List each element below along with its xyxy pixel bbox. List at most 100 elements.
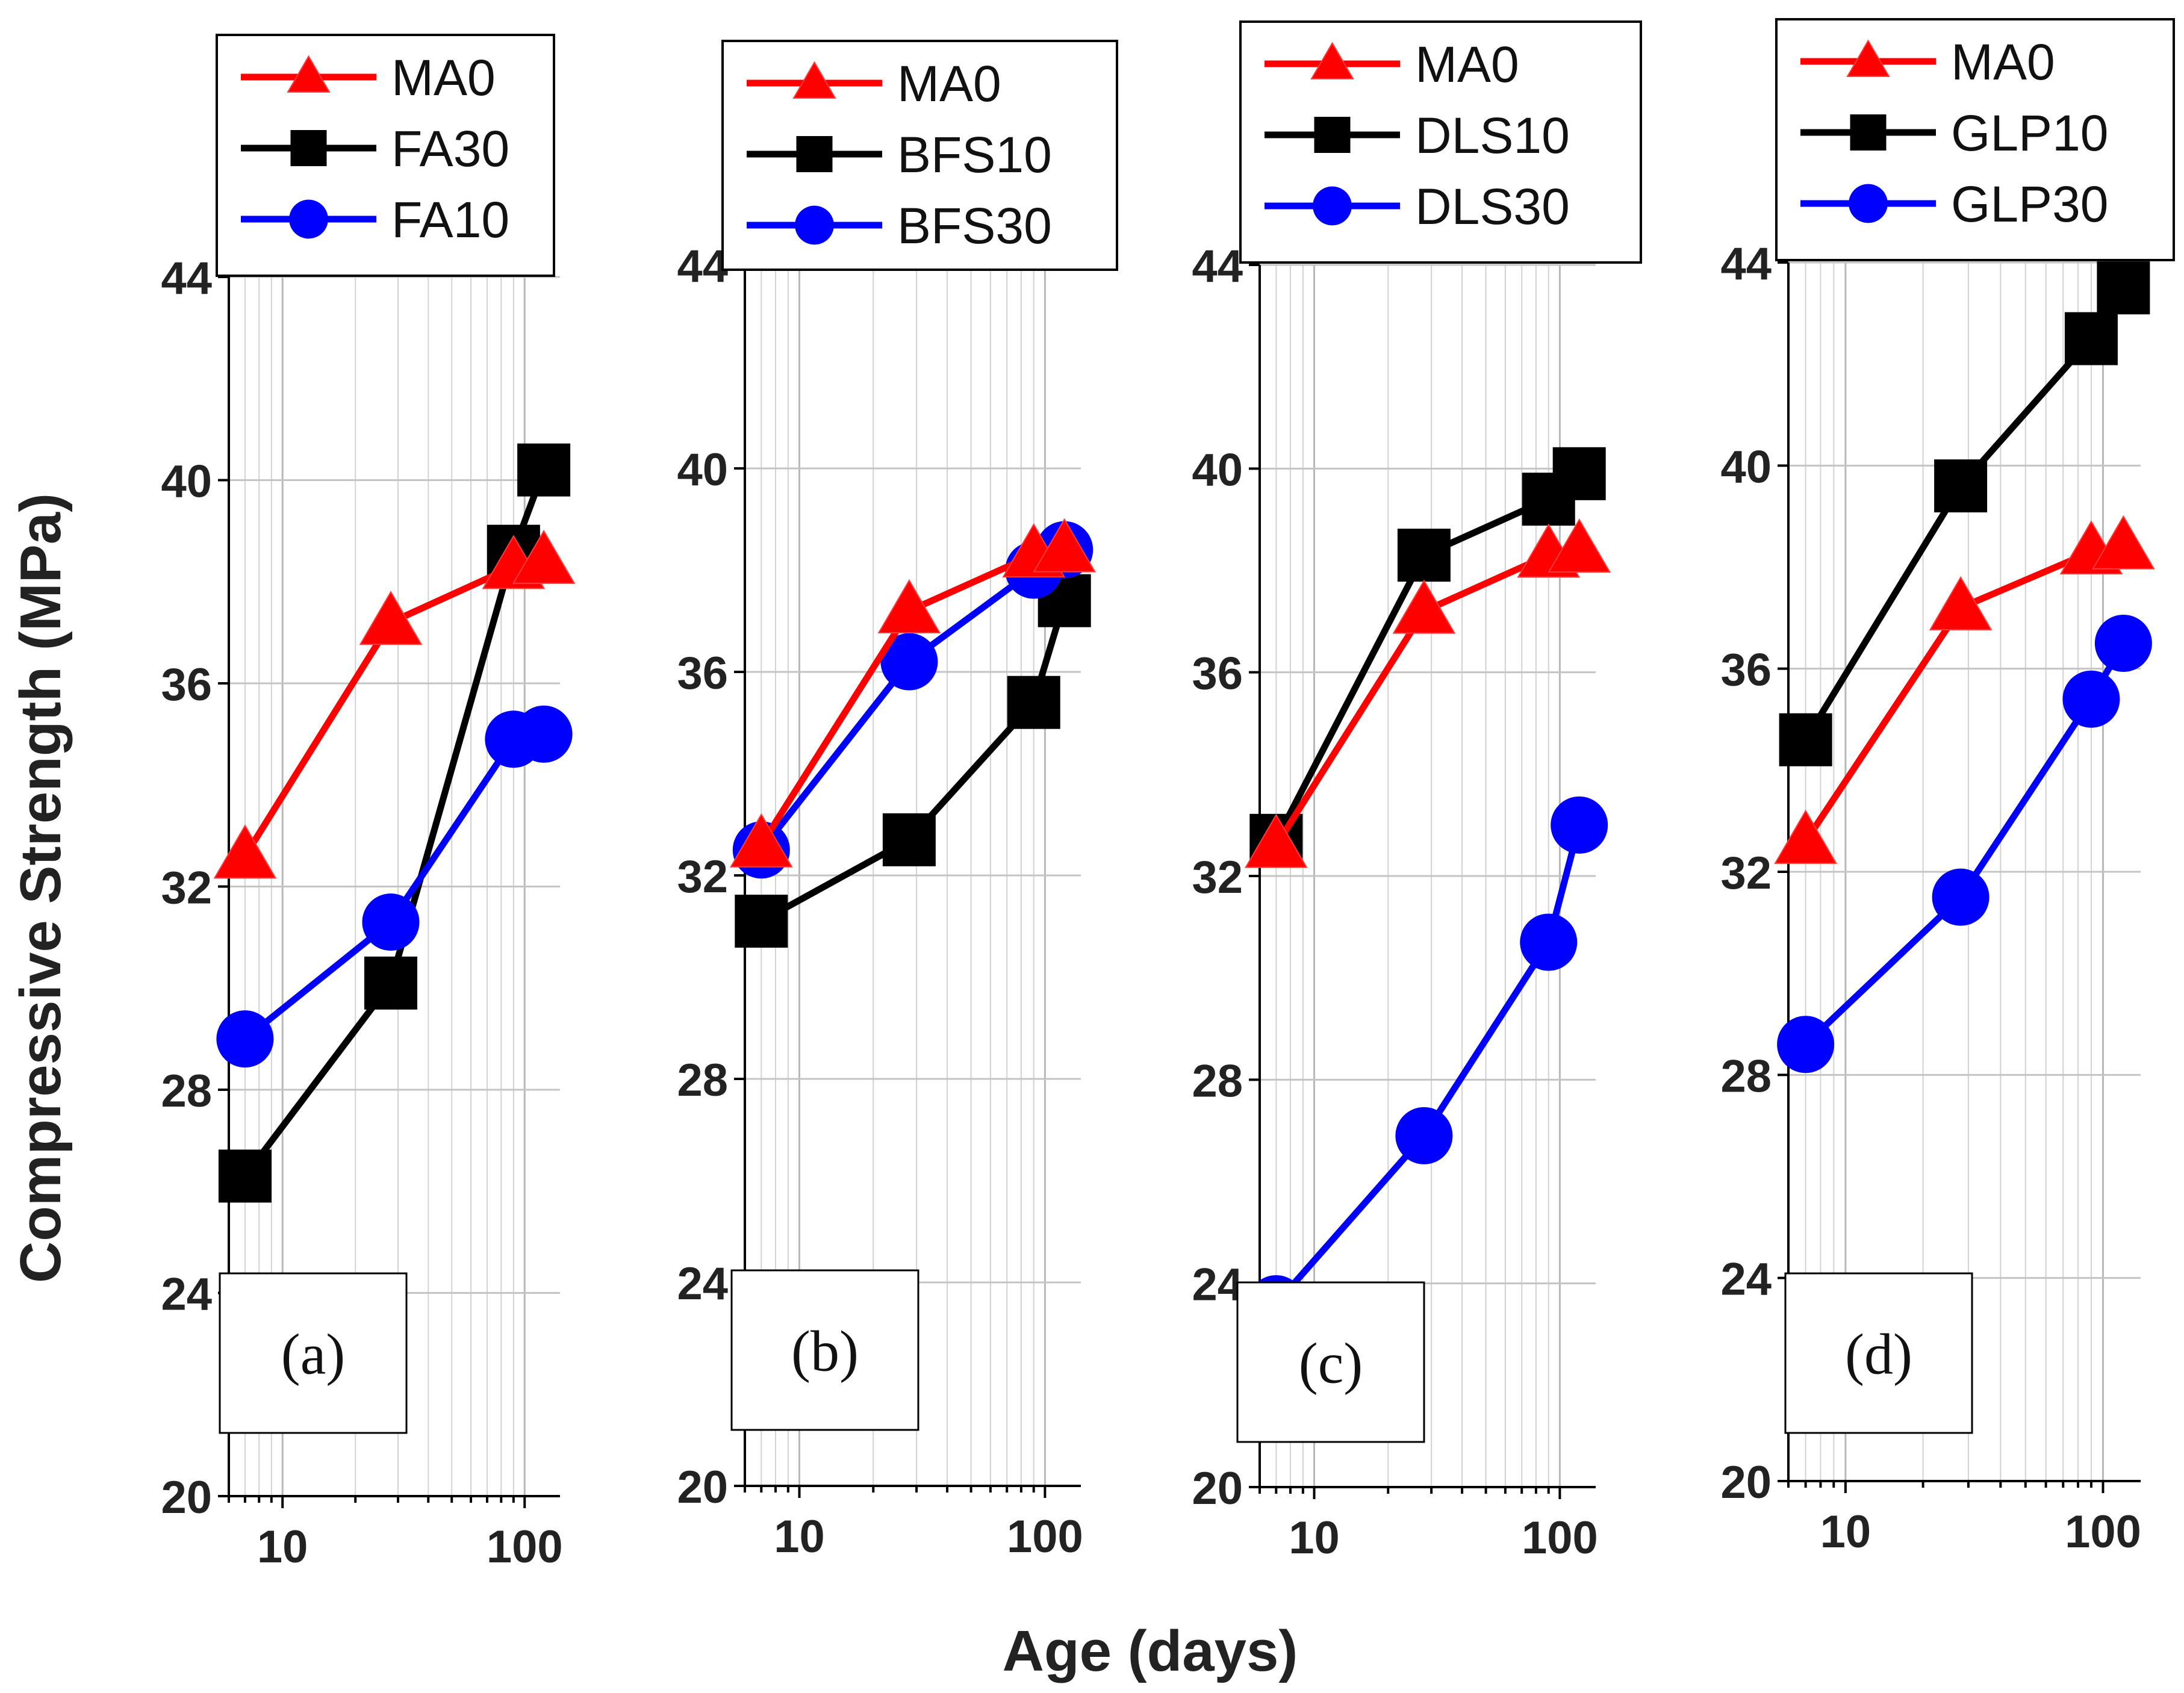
x-tick-label: 10 xyxy=(1820,1506,1871,1558)
legend-entry: MA0 xyxy=(1415,36,1519,93)
y-tick-label: 44 xyxy=(1720,238,1772,290)
x-tick-label: 100 xyxy=(1007,1511,1083,1562)
x-tick-label: 10 xyxy=(257,1521,308,1573)
y-tick-label: 28 xyxy=(1720,1051,1772,1102)
data-point xyxy=(364,956,417,1010)
series-glp30 xyxy=(1777,614,2152,1073)
y-tick-label: 36 xyxy=(1720,645,1772,696)
chart-panel-3: 20 24 28 32 36 40 44 10 100 MA0 DLS10 DLS30 (c) xyxy=(1192,20,1642,1564)
legend-swatch-marker xyxy=(289,199,328,239)
y-axis-title: Compressive Strength (MPa) xyxy=(8,493,73,1283)
x-tick-label: 10 xyxy=(1289,1512,1340,1564)
y-tick-label: 32 xyxy=(677,851,728,902)
series-line xyxy=(1803,641,2127,1047)
panel-label-box xyxy=(1784,1272,1973,1434)
data-point xyxy=(362,893,420,951)
legend: MA0 BFS10 BFS30 xyxy=(721,40,1118,271)
y-tick-label: 20 xyxy=(1192,1463,1243,1514)
y-tick-label: 32 xyxy=(1720,848,1772,899)
panel-label-box xyxy=(730,1269,919,1431)
y-tick-label: 40 xyxy=(1192,444,1243,495)
data-point xyxy=(1777,1016,1835,1073)
panel-label: (b) xyxy=(730,1269,919,1431)
panel-label-box xyxy=(219,1272,408,1434)
data-point xyxy=(880,633,938,691)
data-point xyxy=(1520,913,1578,971)
y-tick-label: 32 xyxy=(161,863,212,914)
y-tick-label: 36 xyxy=(677,648,728,699)
panel-label-text: (b) xyxy=(791,1319,859,1384)
data-point xyxy=(216,1010,274,1068)
data-point xyxy=(515,705,573,763)
series-line xyxy=(242,468,547,1178)
data-point xyxy=(1392,579,1456,634)
y-tick-label: 24 xyxy=(677,1258,728,1309)
legend-entry: GLP30 xyxy=(1951,176,2109,232)
legend-entry: BFS10 xyxy=(897,126,1052,183)
data-point xyxy=(1007,676,1060,729)
data-point xyxy=(2064,312,2118,365)
data-point xyxy=(2097,261,2150,315)
y-tick-label: 36 xyxy=(1192,648,1243,700)
y-tick-label: 20 xyxy=(677,1462,728,1513)
y-tick-label: 32 xyxy=(1192,852,1243,903)
series-line xyxy=(759,600,1068,924)
legend-swatch-marker xyxy=(1310,42,1354,79)
chart-panel-4: 20 24 28 32 36 40 44 10 100 MA0 GLP10 GLP30 (d) xyxy=(1720,18,2175,1558)
legend: MA0 FA30 FA10 xyxy=(216,34,555,277)
data-point xyxy=(1395,1107,1453,1164)
legend: MA0 GLP10 GLP30 xyxy=(1775,18,2175,261)
series-ma0 xyxy=(1774,515,2155,864)
series-bfs10 xyxy=(735,574,1091,948)
x-tick-label: 100 xyxy=(487,1521,563,1573)
y-tick-label: 44 xyxy=(1192,241,1243,292)
panel-label: (a) xyxy=(219,1272,408,1434)
data-point xyxy=(1552,447,1606,500)
series-ma0 xyxy=(729,518,1097,868)
legend-swatch-marker xyxy=(1313,186,1352,226)
legend-entry: DLS10 xyxy=(1415,107,1570,164)
panels: 20 24 28 32 36 40 44 10 100 MA0 FA30 FA10 (a) 20 24 28 3… xyxy=(161,18,2175,1573)
legend-swatch-marker xyxy=(290,130,327,166)
y-tick-label: 40 xyxy=(1720,441,1772,492)
y-tick-label: 20 xyxy=(161,1472,212,1523)
x-tick-label: 100 xyxy=(2065,1506,2141,1558)
legend-entry: GLP10 xyxy=(1951,105,2109,161)
legend-entry: BFS30 xyxy=(897,197,1052,254)
chart-panel-2: 20 24 28 32 36 40 44 10 100 MA0 BFS10 BFS30 (b) xyxy=(677,40,1118,1562)
data-point xyxy=(1551,796,1608,854)
data-point xyxy=(1774,809,1837,864)
data-point xyxy=(512,529,576,584)
y-tick-label: 40 xyxy=(677,444,728,495)
data-point xyxy=(1548,518,1611,573)
y-tick-label: 28 xyxy=(677,1055,728,1106)
data-point xyxy=(1932,868,1990,926)
legend-entry: MA0 xyxy=(897,55,1001,112)
data-point xyxy=(882,813,936,866)
data-point xyxy=(1244,813,1308,868)
panel-label-text: (d) xyxy=(1845,1322,1912,1387)
data-point xyxy=(735,895,788,948)
data-point xyxy=(1929,576,1993,630)
data-point xyxy=(1779,713,1832,766)
x-tick-label: 100 xyxy=(1522,1512,1598,1564)
legend: MA0 DLS10 DLS30 xyxy=(1239,20,1642,264)
panel-label-text: (a) xyxy=(281,1322,346,1387)
panel-label-box xyxy=(1236,1281,1425,1443)
y-tick-label: 44 xyxy=(677,241,728,292)
y-tick-label: 24 xyxy=(161,1269,212,1320)
legend-entry: DLS30 xyxy=(1415,178,1570,235)
y-tick-label: 28 xyxy=(1192,1055,1243,1107)
series-line xyxy=(1274,824,1583,1306)
series-fa30 xyxy=(218,443,571,1203)
data-point xyxy=(218,1149,272,1203)
y-tick-label: 24 xyxy=(1192,1260,1243,1311)
x-axis-title: Age (days) xyxy=(1003,1619,1298,1683)
x-tick-label: 10 xyxy=(774,1511,825,1562)
y-tick-label: 28 xyxy=(161,1066,212,1117)
y-tick-label: 40 xyxy=(161,456,212,508)
legend-entry: MA0 xyxy=(391,49,496,106)
legend-entry: MA0 xyxy=(1951,34,2055,90)
y-tick-label: 24 xyxy=(1720,1254,1772,1305)
